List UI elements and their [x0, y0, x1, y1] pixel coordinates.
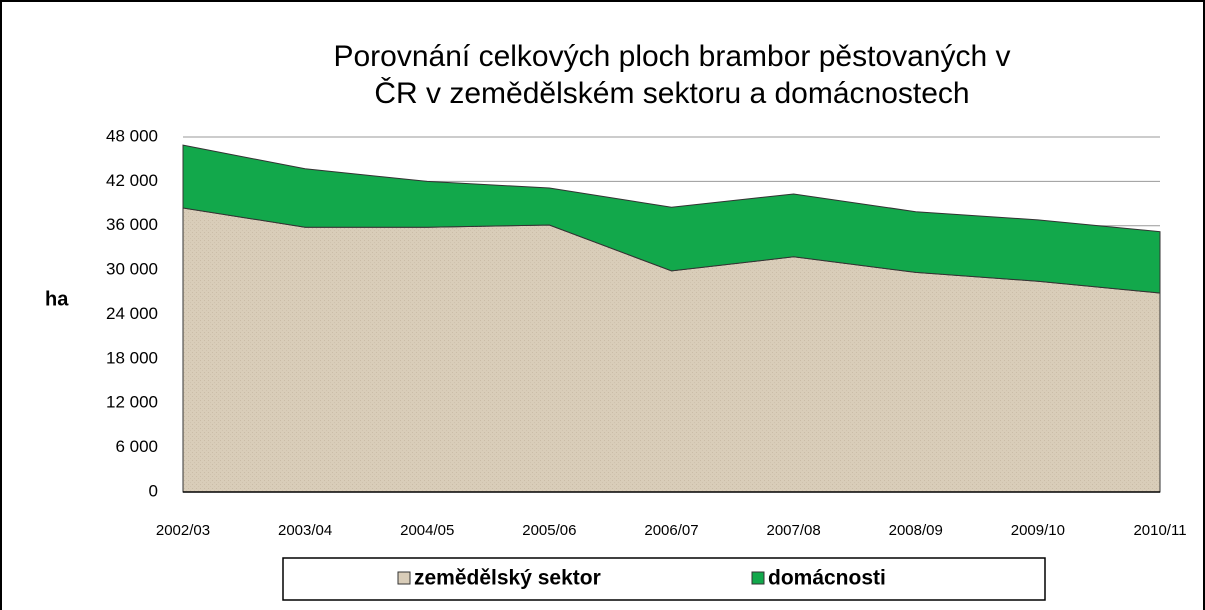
y-tick-label: 36 000 — [106, 215, 158, 234]
area — [182, 144, 1161, 294]
x-tick-label: 2006/07 — [644, 522, 698, 539]
legend-swatch — [397, 571, 411, 585]
y-tick-label: 0 — [149, 481, 158, 500]
area-texture — [183, 208, 1160, 492]
y-tick-label: 30 000 — [106, 260, 158, 279]
legend-label: zemědělský sektor — [414, 567, 601, 590]
y-tick-label: 6 000 — [115, 437, 158, 456]
y-tick-label: 18 000 — [106, 348, 158, 367]
legend-label: domácnosti — [768, 567, 886, 590]
chart-title: Porovnání celkových ploch brambor pěstov… — [333, 40, 1010, 73]
x-tick-label: 2007/08 — [767, 522, 821, 539]
x-tick-label: 2004/05 — [400, 522, 454, 539]
y-tick-label: 48 000 — [106, 126, 158, 145]
legend-swatch — [751, 571, 765, 585]
x-tick-label: 2008/09 — [889, 522, 943, 539]
x-tick-label: 2010/11 — [1133, 522, 1186, 539]
x-tick-label: 2005/06 — [522, 522, 576, 539]
x-tick-label: 2003/04 — [278, 522, 332, 539]
y-tick-label: 42 000 — [106, 171, 158, 190]
y-tick-label: 24 000 — [106, 304, 158, 323]
y-axis-label: ha — [45, 288, 69, 310]
chart-title: ČR v zemědělském sektoru a domácnostech — [374, 76, 969, 110]
x-tick-label: 2009/10 — [1011, 522, 1065, 539]
legend — [282, 557, 1046, 601]
x-tick-label: 2002/03 — [156, 522, 210, 539]
y-tick-label: 12 000 — [106, 393, 158, 412]
